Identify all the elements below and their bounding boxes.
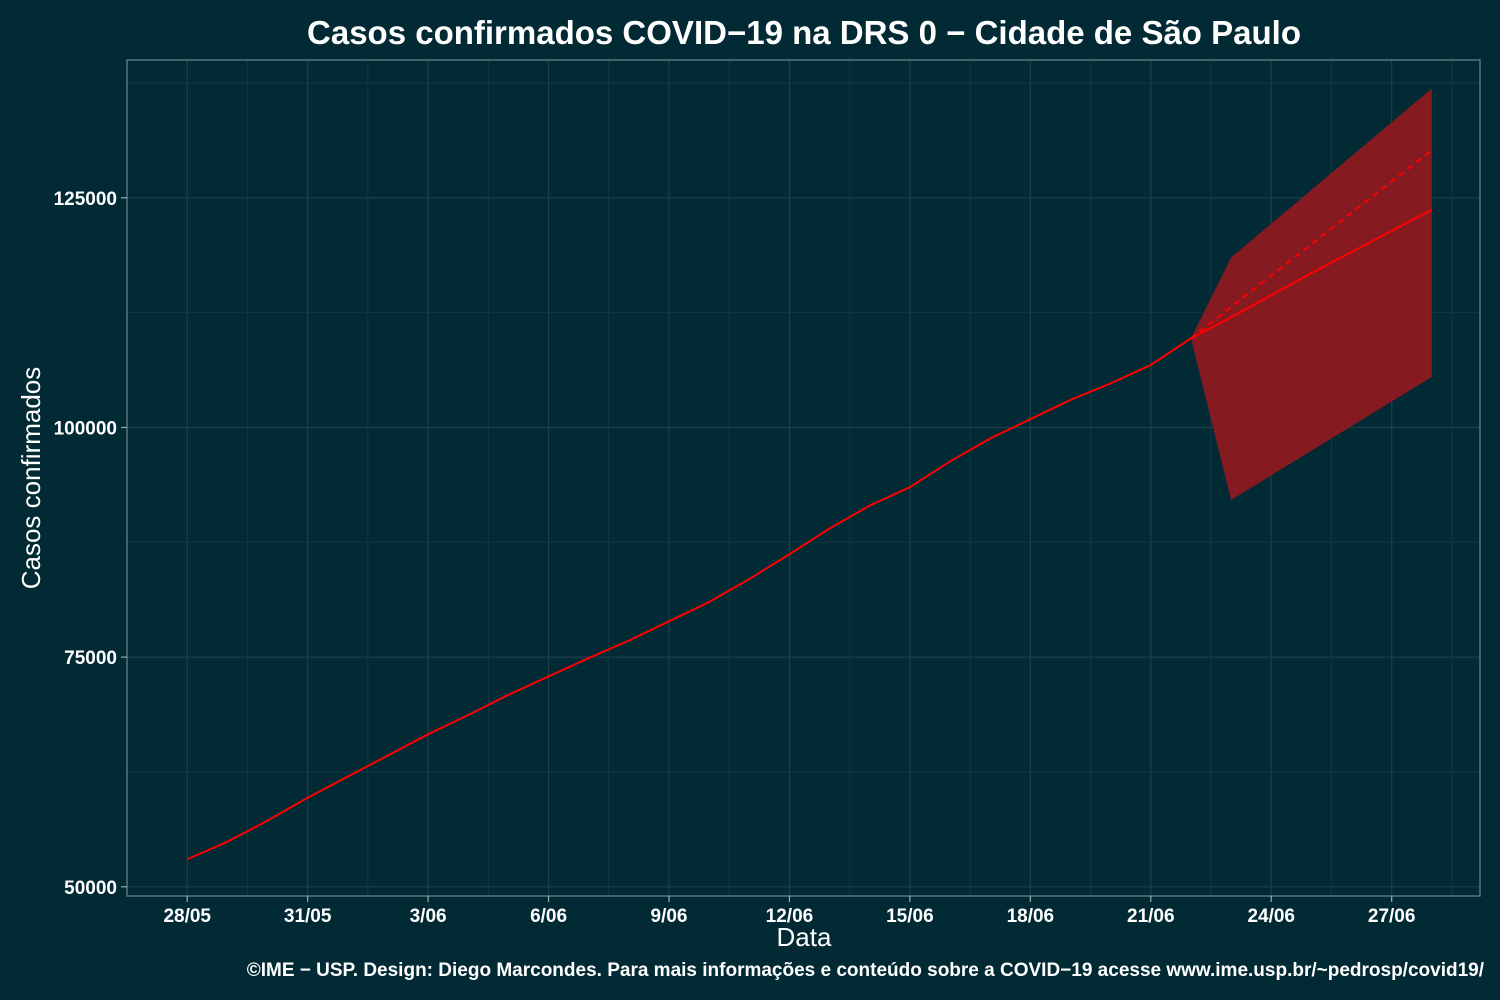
series-line-forecast bbox=[1190, 208, 1433, 340]
y-tick-label: 50000 bbox=[64, 878, 117, 899]
y-tick-label: 100000 bbox=[54, 418, 117, 439]
x-tick-label: 18/06 bbox=[1007, 906, 1055, 927]
y-axis-title: Casos confirmados bbox=[16, 367, 46, 590]
y-tick-label: 125000 bbox=[54, 189, 117, 210]
x-tick-label: 6/06 bbox=[530, 906, 567, 927]
series-layer bbox=[186, 149, 1433, 861]
y-tick-label: 75000 bbox=[64, 648, 117, 669]
x-tick-label: 28/05 bbox=[163, 906, 211, 927]
x-tick-label: 24/06 bbox=[1247, 906, 1295, 927]
x-tick-label: 31/05 bbox=[284, 906, 332, 927]
x-tick-label: 12/06 bbox=[766, 906, 814, 927]
series-line-observed bbox=[186, 337, 1192, 861]
x-tick-label: 27/06 bbox=[1368, 906, 1416, 927]
x-axis-title: Data bbox=[777, 922, 832, 952]
chart-title: Casos confirmados COVID−19 na DRS 0 − Ci… bbox=[307, 14, 1301, 51]
x-tick-label: 21/06 bbox=[1127, 906, 1175, 927]
axes: 28/05 31/05 3/06 6/06 9/06 12/06 15/06 18/06 21/… bbox=[54, 189, 1416, 927]
plot-panel-border bbox=[126, 59, 1481, 897]
series-line-forecast-dashed bbox=[1190, 149, 1433, 340]
caption: ©IME − USP. Design: Diego Marcondes. Par… bbox=[247, 960, 1485, 981]
x-tick-label: 15/06 bbox=[886, 906, 934, 927]
x-tick-label: 9/06 bbox=[651, 906, 688, 927]
forecast-band-layer bbox=[1190, 88, 1432, 501]
grid bbox=[127, 60, 1480, 896]
forecast-interval-band bbox=[1190, 88, 1432, 501]
x-tick-label: 3/06 bbox=[410, 906, 447, 927]
